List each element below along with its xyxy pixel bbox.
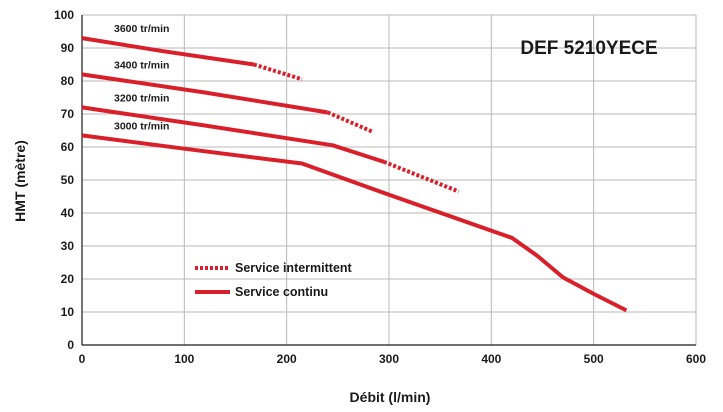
y-tick-label-7: 70 — [61, 107, 75, 121]
y-tick-label-9: 90 — [61, 41, 75, 55]
axes — [81, 15, 696, 346]
x-tick-label-6: 600 — [686, 352, 706, 366]
y-tick-label-4: 40 — [61, 206, 75, 220]
y-tick-label-10: 100 — [54, 8, 74, 22]
series-2-intermittent-line — [383, 159, 460, 194]
y-tick-label-2: 20 — [61, 272, 75, 286]
y-tick-label-8: 80 — [61, 74, 75, 88]
y-tick-label-1: 10 — [61, 305, 75, 319]
legend-label-intermittent: Service intermittent — [235, 261, 353, 275]
y-axis-title: HMT (mètre) — [12, 140, 28, 222]
x-tick-label-5: 500 — [584, 352, 604, 366]
series-1-continuous-line — [81, 72, 328, 115]
series-2-continuous-line — [81, 105, 385, 164]
x-axis-title: Débit (l/min) — [350, 389, 431, 405]
x-tick-label-4: 400 — [481, 352, 501, 366]
series-0-continuous-line — [81, 36, 255, 67]
tick-labels: 0 100 200 300 400 500 600 0 10 20 30 40 50 60 70 80 90 10… — [54, 8, 706, 366]
y-tick-label-5: 50 — [61, 173, 75, 187]
x-tick-label-1: 100 — [174, 352, 194, 366]
series-labels: 3600 tr/min 3400 tr/min 3200 tr/min 3000 tr… — [114, 23, 169, 132]
legend: Service intermittent Service continu — [195, 261, 353, 299]
x-tick-label-0: 0 — [79, 352, 86, 366]
series-0-intermittent-line — [253, 62, 303, 82]
series-lines — [81, 36, 628, 313]
series-3-continuous-line — [81, 133, 628, 313]
chart-title: DEF 5210YECE — [520, 38, 657, 59]
series-0-label: 3600 tr/min — [114, 23, 169, 35]
legend-label-continuous: Service continu — [235, 285, 328, 299]
y-tick-label-3: 30 — [61, 239, 75, 253]
series-1-intermittent-line — [326, 110, 375, 135]
y-tick-label-6: 60 — [61, 140, 75, 154]
x-tick-label-3: 300 — [379, 352, 399, 366]
y-tick-label-0: 0 — [67, 338, 74, 352]
series-2-label: 3200 tr/min — [114, 92, 169, 104]
series-1-label: 3400 tr/min — [114, 59, 169, 71]
x-tick-label-2: 200 — [277, 352, 297, 366]
series-3-label: 3000 tr/min — [114, 120, 169, 132]
grid-lines — [81, 14, 697, 346]
